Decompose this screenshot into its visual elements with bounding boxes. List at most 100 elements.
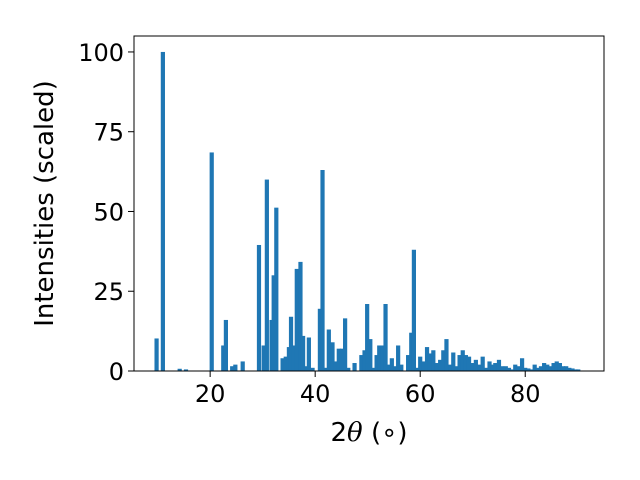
bar [448,364,453,371]
bar [496,359,502,371]
bar [183,369,189,371]
bar [545,364,550,371]
bar [160,51,165,371]
bar [380,345,385,371]
bar [532,364,537,371]
bar [280,358,285,371]
bar [551,363,556,371]
y-tick-label: 25 [93,278,124,306]
bar [240,361,245,371]
bar [333,361,338,371]
y-ticks: 0 25 50 75 100 [78,39,134,386]
bar [526,368,531,371]
bar [294,268,299,371]
bar [291,345,296,371]
bar [326,329,331,371]
bar [548,366,553,371]
bar [523,367,528,371]
bar [424,347,430,371]
bar [567,367,572,371]
bar [306,337,311,371]
bar [409,332,414,371]
bar [414,367,420,371]
bar [503,366,508,371]
bar [359,355,364,371]
bar [490,364,495,371]
bar [427,353,432,371]
bar [406,355,411,371]
bar [451,352,456,371]
bar [362,350,367,371]
bar [304,366,309,371]
x-axis-label-suffix: (∘) [363,418,408,448]
x-tick-label: 40 [300,380,331,408]
bar [564,366,569,371]
bar [320,170,325,371]
bar [330,342,335,371]
bar [377,345,382,371]
bar [298,261,303,371]
y-tick-label: 75 [93,119,124,147]
bar [374,355,379,371]
bar [576,369,581,371]
bar [383,304,388,371]
bar [454,366,459,371]
bar [274,207,279,371]
bar [573,369,578,371]
bar [221,345,226,371]
bar [473,359,478,371]
bar [431,350,436,371]
bar [513,364,518,371]
bar [264,179,269,371]
bar [560,366,566,371]
bar [371,367,377,371]
x-axis-label-symbol: θ [347,418,363,448]
bar [310,367,315,371]
bar [438,359,443,371]
bar [510,369,515,371]
x-ticks: 20 40 60 80 [195,371,541,408]
bar [271,275,276,371]
bar [477,364,482,371]
bar [393,366,398,371]
bar [487,361,492,371]
bar [484,367,489,371]
bar [538,366,544,371]
y-tick-label: 100 [78,39,124,67]
bar [317,308,322,371]
bar [506,367,512,371]
bar [570,368,575,371]
bar [352,363,357,371]
bar [230,366,235,371]
bar [516,366,522,371]
bar [399,364,404,371]
bar [411,249,416,371]
bar [444,339,449,371]
bar [283,356,288,371]
bar [466,356,472,371]
bar [441,350,446,371]
bar [233,364,238,371]
bar [389,358,394,371]
bar [421,361,426,371]
bar [554,361,559,371]
bar [323,367,328,371]
bar [154,338,159,371]
bar [346,367,351,371]
x-tick-label: 80 [510,380,541,408]
bar [365,304,370,371]
bar [368,339,373,371]
bar [256,244,262,371]
bar [460,350,465,371]
bar [480,356,485,371]
x-axis-label: 2θ (∘) [330,418,407,448]
bar [223,319,228,371]
bar [457,355,462,371]
bar [529,369,534,371]
x-axis-label-prefix: 2 [330,418,347,448]
bar [339,348,345,371]
bar [336,348,341,371]
bar [519,358,525,371]
plot-frame [133,35,605,372]
